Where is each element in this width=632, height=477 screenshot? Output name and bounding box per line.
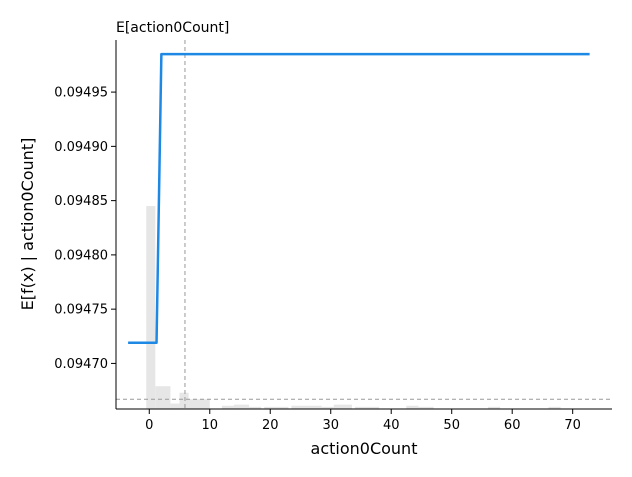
x-tick-label-0: 0 [145,418,153,433]
histogram-bar-11 [333,404,352,409]
y-tick-label-5: 0.09495 [54,86,108,101]
y-ticks: 0.09470 0.09475 0.09480 0.09485 0.09490 0.094… [54,86,116,372]
x-axis-label: action0Count [311,439,418,458]
histogram-bar-10 [321,406,334,409]
y-axis-label: E[f(x) | action0Count] [18,138,37,311]
x-tick-label-4: 40 [383,418,400,433]
histogram-bar-1 [155,386,171,409]
histogram-bar-3 [179,392,189,409]
histogram-bar-5 [221,405,234,409]
histogram-bar-14 [418,406,434,409]
histogram-bar-8 [264,406,289,409]
y-tick-label-4: 0.09490 [54,140,108,155]
series-lines [128,52,590,345]
histogram-bar-9 [291,405,322,409]
x-tick-label-7: 70 [564,418,581,433]
histogram-bar-15 [488,406,501,409]
y-tick-label-0: 0.09470 [54,357,108,372]
series-line-0 [128,52,590,345]
histogram-bar-0 [146,206,156,409]
y-tick-label-3: 0.09485 [54,194,108,209]
histogram-bar-2 [170,403,180,409]
histogram-bar-12 [354,406,380,409]
chart-title: E[action0Count] [116,20,229,36]
histogram-bar-7 [249,406,262,409]
y-tick-label-1: 0.09475 [54,303,108,318]
histogram [146,206,561,409]
histogram-bar-6 [233,404,250,409]
x-tick-label-2: 20 [262,418,279,433]
plot-area [116,40,612,409]
x-ticks: 0 10 20 30 40 50 60 70 [145,409,581,433]
axes: 0 10 20 30 40 50 60 70 0.094700.094750.094800.0… [54,40,612,433]
x-tick-label-5: 50 [443,418,460,433]
histogram-bar-4 [188,399,210,409]
histogram-bar-16 [548,406,561,409]
histogram-bar-13 [406,405,419,409]
x-tick-label-6: 60 [504,418,521,433]
x-tick-label-3: 30 [322,418,339,433]
reference-lines [116,40,612,409]
x-tick-label-1: 10 [201,418,218,433]
y-tick-label-2: 0.09480 [54,248,108,263]
